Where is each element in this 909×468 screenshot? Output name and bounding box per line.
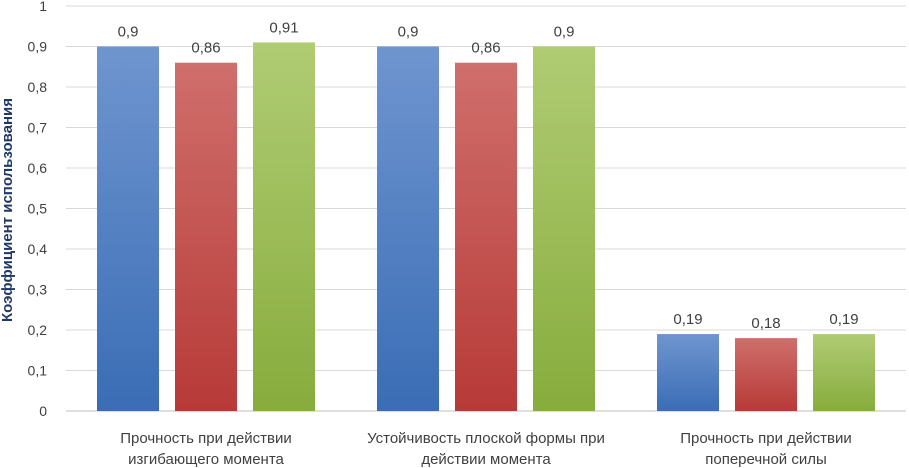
category-label: Прочность при действии изгибающего момент…: [120, 430, 292, 468]
y-tick-label: 0,4: [28, 241, 48, 257]
bar: [175, 62, 237, 411]
y-tick-label: 0,5: [28, 201, 48, 217]
bar: [657, 334, 719, 411]
category-label: Устойчивость плоской формы при действии м…: [367, 430, 605, 468]
y-tick-label: 0,2: [28, 322, 48, 338]
bars: [97, 42, 875, 411]
data-label: 0,19: [829, 311, 858, 328]
data-label: 0,86: [471, 40, 500, 57]
y-tick-label: 0: [39, 403, 47, 419]
y-tick-label: 0,8: [28, 79, 48, 95]
bar: [97, 46, 159, 411]
bar: [377, 46, 439, 411]
bar: [455, 62, 517, 411]
y-axis-ticks: 0 0,1 0,2 0,3 0,4 0,5 0,6 0,7 0,8 0,9 1: [28, 0, 48, 419]
data-label: 0,18: [751, 315, 780, 332]
y-tick-label: 0,6: [28, 160, 48, 176]
y-tick-label: 0,3: [28, 282, 48, 298]
y-tick-label: 0,7: [28, 120, 48, 136]
data-label: 0,9: [118, 24, 139, 41]
bar: [533, 46, 595, 411]
bar: [253, 42, 315, 411]
y-tick-label: 0,1: [28, 363, 48, 379]
bar: [735, 338, 797, 411]
data-label: 0,91: [269, 19, 298, 36]
category-labels: Прочность при действии изгибающего момент…: [120, 430, 852, 468]
category-label: Прочность при действии поперечной силы: [680, 430, 852, 468]
data-label: 0,19: [673, 311, 702, 328]
data-label: 0,9: [398, 24, 419, 41]
data-label: 0,9: [554, 24, 575, 41]
y-axis-title: Коэффициент использования: [0, 98, 16, 322]
bar: [813, 334, 875, 411]
y-tick-label: 1: [39, 0, 47, 14]
y-tick-label: 0,9: [28, 39, 48, 55]
data-label: 0,86: [191, 40, 220, 57]
data-labels: 0,9 0,86 0,91 0,9 0,86 0,9 0,19 0,18 0,19: [118, 19, 859, 332]
